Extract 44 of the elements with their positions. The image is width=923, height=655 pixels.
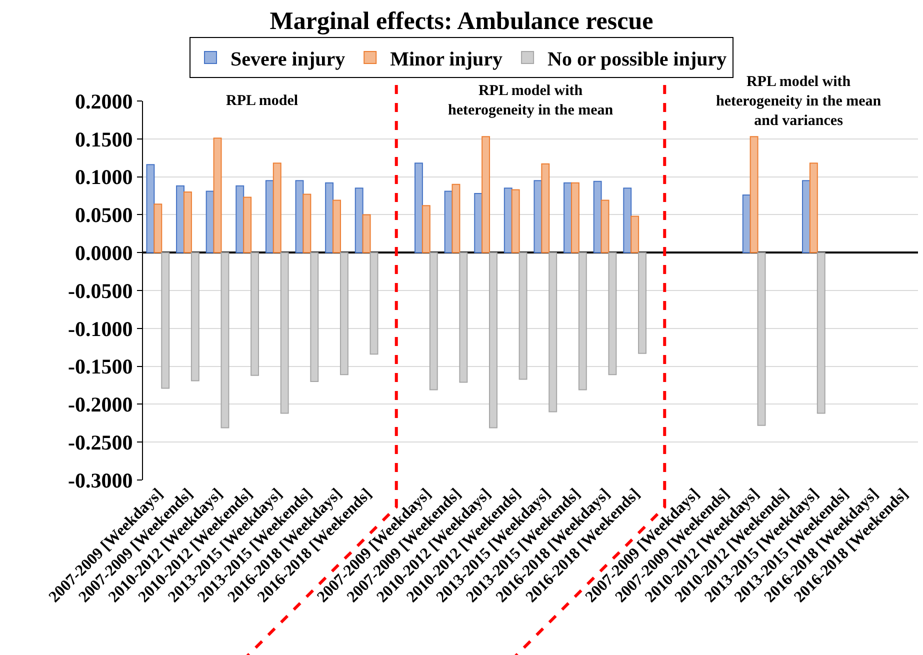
bar xyxy=(511,189,520,254)
annotation: RPL model with heterogeneity in the mean xyxy=(448,83,614,118)
bar xyxy=(600,200,610,254)
bar xyxy=(183,191,192,254)
bar xyxy=(243,196,252,254)
y-tick-label: 0.1500 xyxy=(75,127,133,152)
y-tick-label: -0.3000 xyxy=(68,468,133,492)
bar xyxy=(414,162,423,254)
bar xyxy=(354,188,364,254)
legend-label: Minor injury xyxy=(390,48,503,70)
bar xyxy=(272,162,282,254)
bar xyxy=(422,205,430,254)
bar xyxy=(452,184,460,254)
y-tick-label: -0.0500 xyxy=(68,278,133,303)
y-tick-label: 0.1000 xyxy=(75,165,133,190)
bar xyxy=(630,216,640,254)
y-tick-label: -0.1000 xyxy=(68,316,133,341)
bar xyxy=(146,164,155,254)
annotation: RPL model xyxy=(226,93,298,109)
y-tick-label: 0.0500 xyxy=(75,203,133,228)
bar xyxy=(213,138,222,254)
bar xyxy=(623,188,632,254)
y-tick-label: -0.1500 xyxy=(68,354,133,379)
bar xyxy=(302,194,312,254)
bar xyxy=(332,200,341,254)
bar xyxy=(809,162,818,254)
y-tick-label: 0.2000 xyxy=(75,89,133,114)
bar xyxy=(154,204,162,254)
bar xyxy=(750,136,758,254)
bar xyxy=(570,182,580,254)
bar xyxy=(541,163,550,254)
bar xyxy=(176,185,184,254)
bar xyxy=(593,180,602,254)
y-tick-label: -0.2000 xyxy=(68,392,133,417)
y-tick-label: -0.2500 xyxy=(68,430,133,454)
chart-title: Marginal effects: Ambulance rescue xyxy=(270,8,654,35)
bar xyxy=(325,182,334,254)
legend-label: Severe injury xyxy=(230,48,346,70)
bar xyxy=(362,214,371,254)
legend-label: No or possible injury xyxy=(548,48,727,70)
bar xyxy=(236,185,244,254)
y-tick-label: 0.0000 xyxy=(75,240,133,265)
bar xyxy=(482,136,490,254)
annotation: RPL model with heterogeneity in the mean and variances xyxy=(716,74,882,129)
